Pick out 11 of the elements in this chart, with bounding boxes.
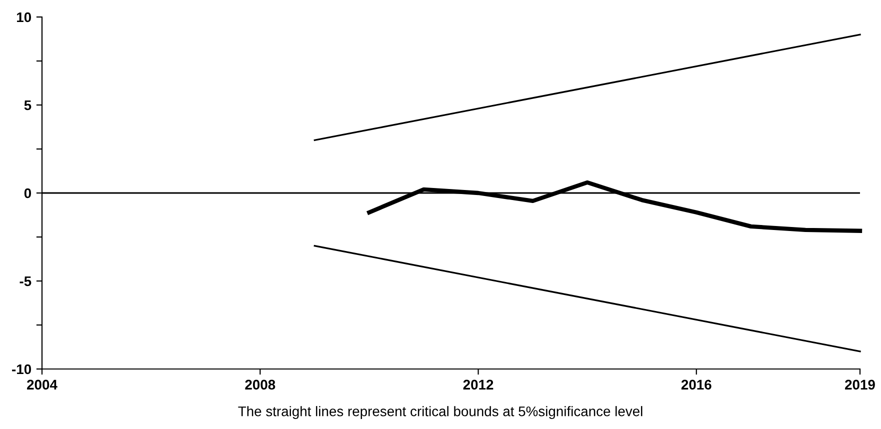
- x-tick-label: 2019: [845, 380, 875, 390]
- x-tick-label: 2012: [463, 380, 494, 390]
- y-tick-label: -10: [12, 364, 32, 374]
- y-tick-label: 0: [24, 188, 32, 198]
- y-tick-label: 5: [24, 100, 32, 110]
- y-tick-label: 10: [17, 12, 32, 22]
- x-tick-label: 2004: [27, 380, 58, 390]
- x-tick-label: 2008: [245, 380, 276, 390]
- x-tick-label: 2016: [681, 380, 712, 390]
- y-tick-label: -5: [20, 276, 32, 286]
- text: The straight lines represent critical bounds at 5%significance level: [238, 406, 642, 420]
